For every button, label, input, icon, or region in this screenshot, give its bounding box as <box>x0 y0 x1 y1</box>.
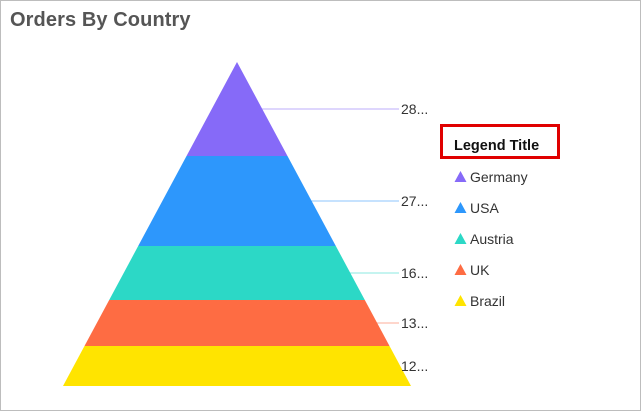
legend-item-usa[interactable]: USA <box>441 192 591 223</box>
legend-item-label: USA <box>470 199 499 216</box>
triangle-icon <box>454 202 467 213</box>
legend-item-label: UK <box>470 261 490 278</box>
legend-item-austria[interactable]: Austria <box>441 223 591 254</box>
data-label-usa: 27... <box>401 193 428 209</box>
legend-item-germany[interactable]: Germany <box>441 161 591 192</box>
triangle-icon <box>454 233 467 244</box>
legend-items: Germany USA Austria UK Brazil <box>441 161 591 316</box>
pyramid-segment-uk[interactable] <box>84 300 390 346</box>
triangle-icon <box>454 171 467 182</box>
data-label-brazil: 12... <box>401 358 428 374</box>
pyramid-segment-austria[interactable] <box>109 246 365 300</box>
data-label-austria: 16... <box>401 265 428 281</box>
chart-title: Orders By Country <box>10 9 191 31</box>
legend-item-brazil[interactable]: Brazil <box>441 285 591 316</box>
pyramid-segment-usa[interactable] <box>138 156 336 246</box>
triangle-icon <box>454 264 467 275</box>
data-label-uk: 13... <box>401 315 428 331</box>
pyramid-segment-germany[interactable] <box>186 62 288 156</box>
legend-item-label: Germany <box>470 168 528 185</box>
legend: Legend Title Germany USA Austria UK Brazil <box>440 124 591 316</box>
legend-item-label: Brazil <box>470 292 506 309</box>
triangle-icon <box>454 295 467 306</box>
legend-item-label: Austria <box>470 230 514 247</box>
data-label-germany: 28... <box>401 101 428 117</box>
pyramid-segment-brazil[interactable] <box>63 346 411 386</box>
legend-item-uk[interactable]: UK <box>441 254 591 285</box>
legend-title: Legend Title <box>440 124 561 159</box>
